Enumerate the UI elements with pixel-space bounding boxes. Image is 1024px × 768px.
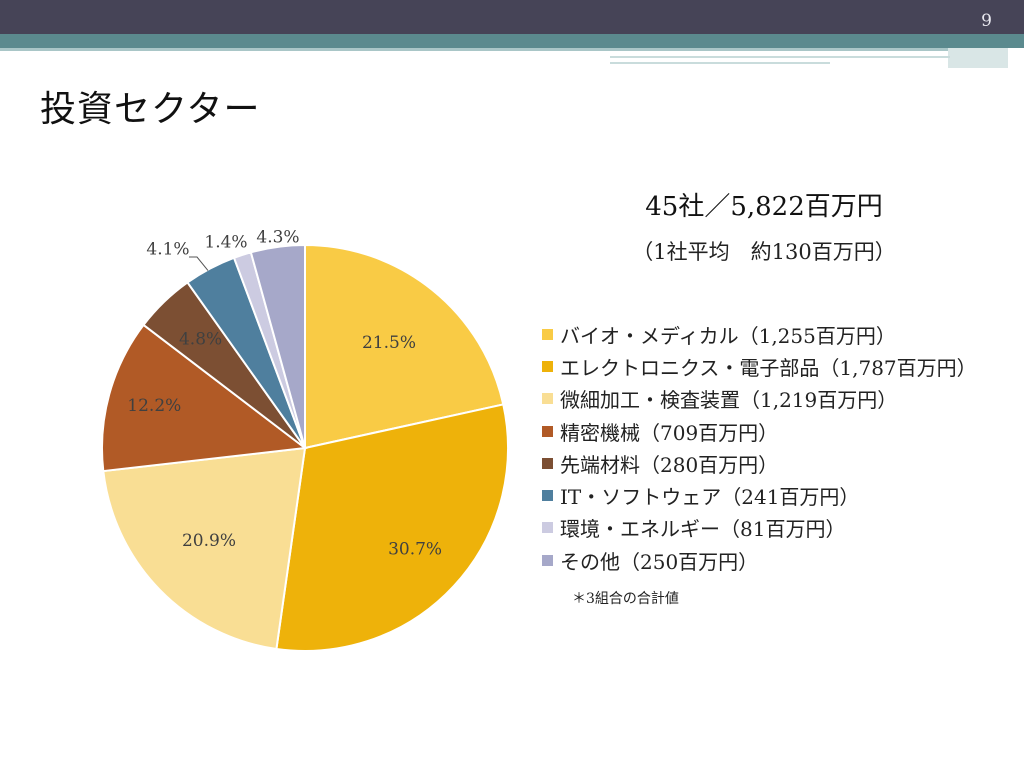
legend-swatch — [542, 457, 553, 469]
pie-slice — [304, 243, 505, 450]
pie-data-label: 20.9% — [182, 531, 236, 551]
legend-swatch — [542, 393, 553, 405]
legend-swatch — [542, 522, 553, 534]
legend-item: 環境・エネルギー（81百万円） — [542, 512, 977, 544]
page-number: 9 — [981, 11, 992, 31]
header-accent-band — [0, 34, 1024, 48]
pie-data-label: 1.4% — [204, 233, 247, 253]
slide-header-bar — [0, 0, 1024, 34]
chart-legend: バイオ・メディカル（1,255百万円） エレクトロニクス・電子部品（1,787百万… — [542, 318, 977, 576]
legend-item: 精密機械（709百万円） — [542, 415, 977, 447]
legend-item: 先端材料（280百万円） — [542, 447, 977, 479]
legend-item: バイオ・メディカル（1,255百万円） — [542, 318, 977, 350]
legend-label: IT・ソフトウェア（241百万円） — [560, 485, 860, 510]
pie-data-label: 30.7% — [388, 540, 442, 560]
legend-swatch — [542, 490, 553, 502]
legend-label: 先端材料（280百万円） — [560, 452, 779, 477]
summary-average: （1社平均 約130百万円） — [632, 240, 896, 264]
summary-total: 45社／5,822百万円 — [645, 192, 883, 222]
pie-slice — [249, 243, 306, 449]
pie-slice — [100, 323, 308, 473]
legend-item: その他（250百万円） — [542, 544, 977, 576]
label-leader-line — [189, 256, 209, 271]
legend-item: 微細加工・検査装置（1,219百万円） — [542, 383, 977, 415]
pie-slice — [275, 403, 509, 652]
legend-label: 精密機械（709百万円） — [560, 420, 779, 445]
legend-label: バイオ・メディカル（1,255百万円） — [560, 323, 896, 348]
legend-label: 環境・エネルギー（81百万円） — [560, 517, 846, 542]
pie-data-label: 4.8% — [179, 330, 222, 350]
pie-data-label: 4.3% — [256, 228, 299, 248]
legend-swatch — [542, 425, 553, 437]
legend-label: エレクトロニクス・電子部品（1,787百万円） — [560, 355, 977, 380]
legend-label: その他（250百万円） — [560, 549, 759, 574]
pie-data-label: 21.5% — [362, 333, 416, 353]
header-accent-line-2 — [610, 56, 950, 58]
legend-label: 微細加工・検査装置（1,219百万円） — [560, 388, 898, 413]
legend-item: IT・ソフトウェア（241百万円） — [542, 479, 977, 511]
pie-data-label: 4.1% — [146, 240, 189, 260]
pie-slice — [102, 446, 307, 651]
footnote: ＊3組合の合計値 — [572, 591, 679, 607]
slide-title: 投資セクター — [40, 89, 261, 130]
header-accent-block — [948, 48, 1008, 68]
legend-item: エレクトロニクス・電子部品（1,787百万円） — [542, 350, 977, 382]
legend-swatch — [542, 554, 553, 566]
header-accent-line — [0, 48, 1008, 51]
pie-data-label: 12.2% — [127, 396, 181, 416]
legend-swatch — [542, 328, 553, 340]
legend-swatch — [542, 360, 553, 372]
header-accent-line-3 — [610, 62, 830, 64]
